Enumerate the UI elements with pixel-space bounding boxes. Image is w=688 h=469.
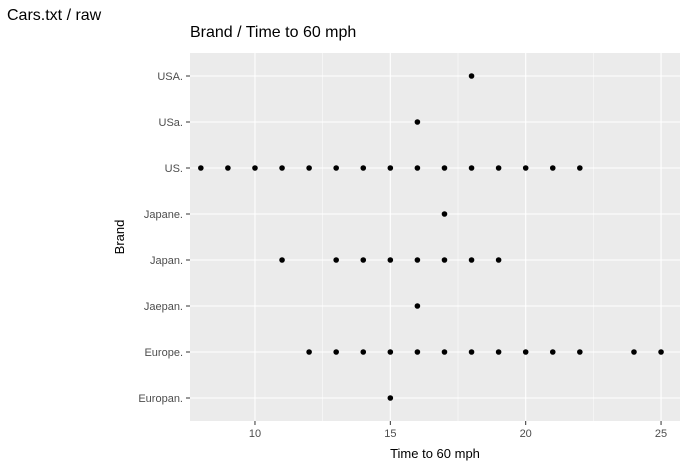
y-tick-label: Europan. (138, 393, 183, 405)
data-point (414, 303, 421, 309)
data-point (333, 257, 339, 263)
data-point (441, 257, 448, 263)
data-point (441, 211, 448, 217)
data-point (522, 349, 529, 355)
data-point (441, 165, 448, 171)
y-axis: USA. USa. US. Japane. Japan. Jaepan. Europe. Eu… (138, 71, 190, 405)
data-point (333, 165, 339, 171)
data-point (387, 349, 394, 355)
data-point (495, 165, 502, 171)
data-point (414, 165, 421, 171)
data-point (577, 165, 583, 171)
x-tick-label: 10 (249, 428, 261, 440)
x-axis: 10 15 20 25 (249, 421, 667, 440)
data-point (414, 349, 421, 355)
x-tick-label: 20 (520, 428, 532, 440)
data-point (360, 349, 367, 355)
data-point (522, 165, 529, 171)
plot-panel (190, 53, 680, 421)
y-tick-label: USA. (157, 71, 183, 83)
points (198, 73, 664, 401)
y-tick-label: US. (165, 163, 183, 175)
data-point (631, 349, 637, 355)
y-tick-label: Jaepan. (144, 301, 183, 313)
data-point (387, 165, 394, 171)
x-tick-label: 15 (384, 428, 396, 440)
chart-title: Brand / Time to 60 mph (190, 24, 357, 41)
x-tick-label: 25 (655, 428, 667, 440)
data-point (577, 349, 583, 355)
data-point (549, 165, 556, 171)
data-point (306, 165, 312, 171)
data-point (549, 349, 556, 355)
data-point (387, 395, 394, 401)
data-point (414, 119, 421, 125)
grid (190, 53, 680, 421)
data-point (360, 165, 367, 171)
y-tick-label: Japan. (150, 255, 183, 267)
data-point (414, 257, 421, 263)
data-point (306, 349, 312, 355)
data-point (468, 349, 475, 355)
data-point (658, 349, 664, 355)
data-point (468, 257, 475, 263)
data-point (279, 165, 285, 171)
data-point (198, 165, 204, 171)
data-point (252, 165, 258, 171)
data-point (225, 165, 231, 171)
y-axis-title: Brand (112, 220, 127, 255)
data-point (387, 257, 394, 263)
data-point (360, 257, 367, 263)
data-point (333, 349, 339, 355)
y-tick-label: Europe. (144, 347, 183, 359)
y-tick-label: Japane. (144, 209, 183, 221)
data-point (468, 165, 475, 171)
window-title: Cars.txt / raw (7, 7, 102, 24)
data-point (468, 73, 475, 79)
y-tick-label: USa. (159, 117, 183, 129)
data-point (495, 349, 502, 355)
x-axis-title: Time to 60 mph (390, 446, 480, 461)
data-point (495, 257, 502, 263)
data-point (441, 349, 448, 355)
data-point (279, 257, 285, 263)
